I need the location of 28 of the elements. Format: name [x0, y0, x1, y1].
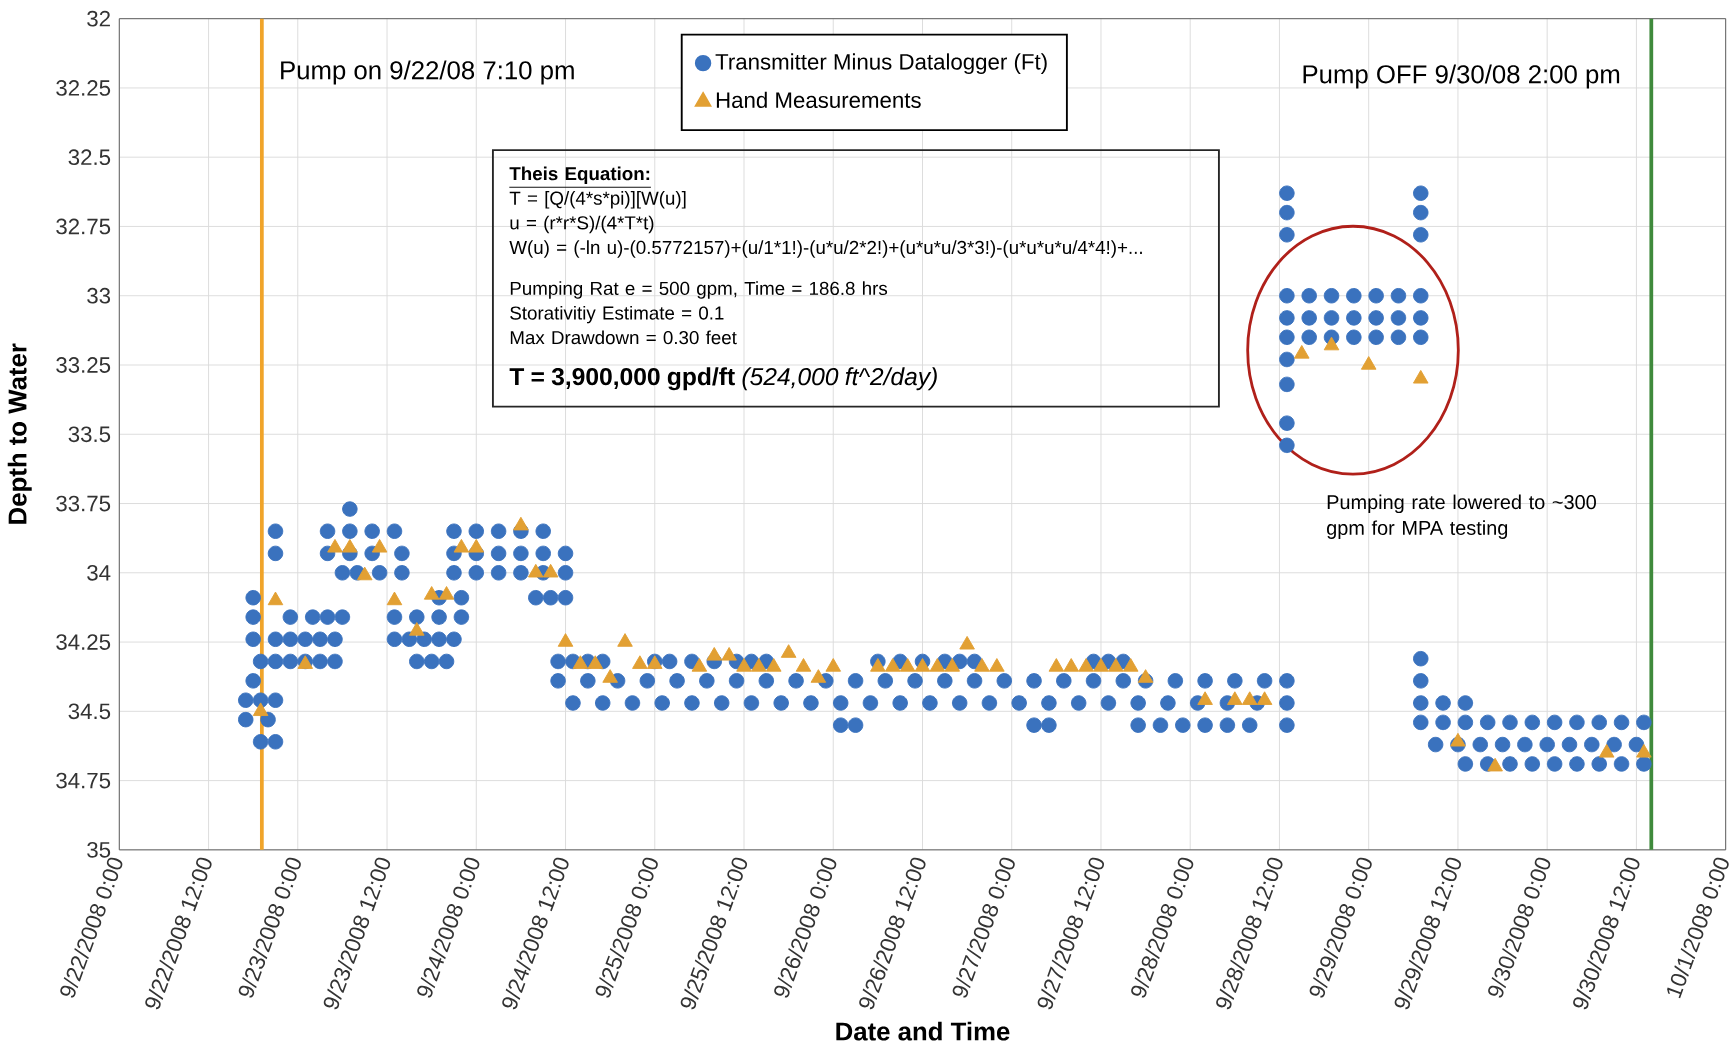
y-tick-label: 32.75 — [56, 218, 111, 235]
annotation: u = (r*r*S)/(4*T*t) — [510, 215, 654, 234]
annotation: T = [Q/(4*s*pi)][W(u)] — [509, 191, 686, 209]
y-tick-label: 34.5 — [68, 703, 111, 720]
annotation: Pumping Rat e = 500 gpm, Time = 186.8 hrs — [510, 281, 888, 299]
ref-line-label: Pump on 9/22/08 7:10 pm — [281, 60, 574, 85]
annotation: T = 3,900,000 gpd/ft (524,000 ft^2/day) — [509, 367, 937, 391]
y-tick-label: 32.25 — [56, 80, 111, 96]
y-tick-label: 32.5 — [68, 149, 111, 166]
legend-label: Transmitter Minus Datalogger (Ft) — [715, 53, 1047, 75]
x-axis-title: Date and Time — [836, 1021, 1010, 1041]
annotation: Max Drawdown = 0.30 feet — [510, 330, 737, 345]
y-tick-label: 33 — [87, 287, 111, 304]
y-axis-title: Depth to Water — [7, 343, 32, 524]
annotation: Pumping rate lowered to ~300 gpm for MPA testing — [1327, 494, 1596, 539]
y-tick-label: 34.25 — [56, 634, 111, 651]
y-tick-label: 33.5 — [68, 426, 111, 443]
y-tick-label: 32 — [87, 10, 110, 27]
annotation: W(u) = (-ln u)-(0.5772157)+(u/1*1!)-(u*u/2*2!)+(u*u*u/3*3!)-(u*u*u*u/4*4!)+... — [509, 240, 1142, 258]
y-tick-label: 33.75 — [56, 495, 111, 512]
annotation: Storativitiy Estimate = 0.1 — [510, 305, 724, 324]
legend-label: Hand Measurements — [716, 91, 921, 109]
y-tick-label: 35 — [87, 842, 111, 858]
ref-line-label: Pump OFF 9/30/08 2:00 pm — [1303, 64, 1620, 89]
y-tick-label: 34.75 — [56, 772, 111, 789]
annotation: Theis Equation: — [509, 166, 650, 185]
y-tick-label: 34 — [87, 565, 111, 581]
y-tick-label: 33.25 — [56, 357, 111, 373]
